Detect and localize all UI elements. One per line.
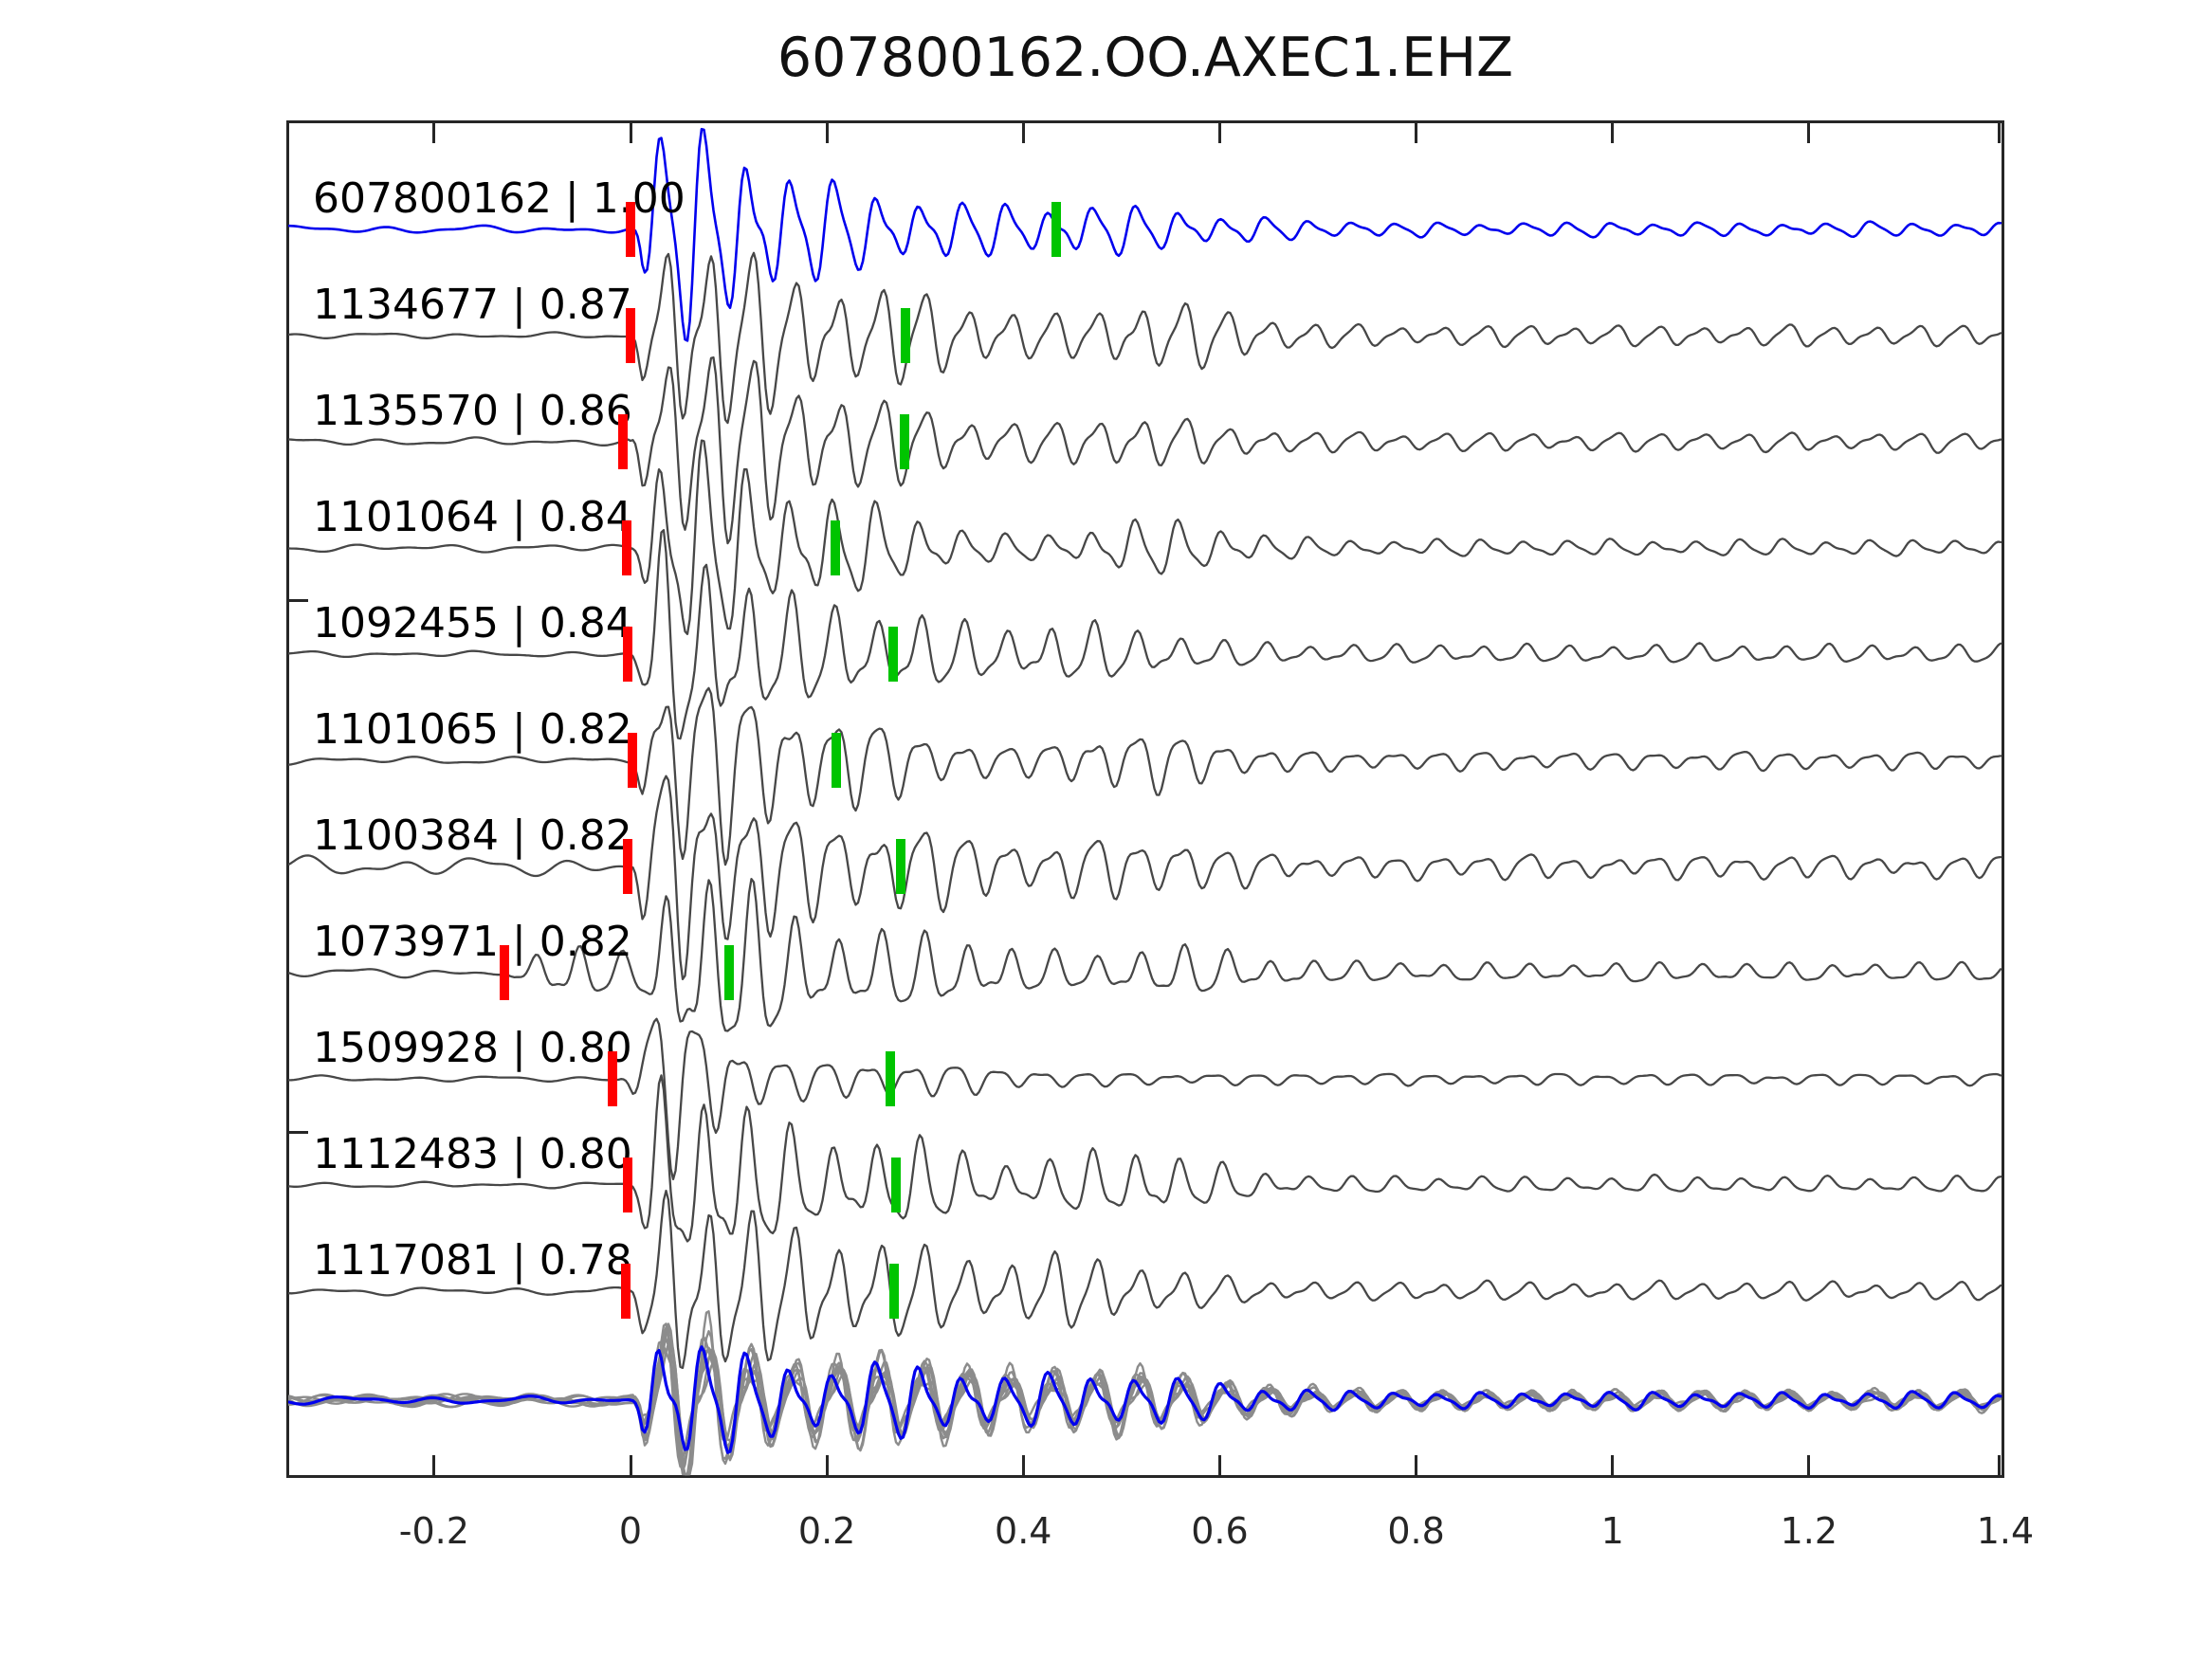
waveform-trace-1073971 — [288, 878, 2002, 1032]
stack-template-trace — [288, 1345, 2002, 1454]
x-tick-bottom — [1217, 1455, 1221, 1476]
stack-gray-trace — [288, 1336, 2002, 1476]
x-tick-top — [825, 122, 829, 143]
green-pick-marker — [900, 308, 910, 363]
green-pick-marker — [886, 1051, 896, 1106]
x-tick-top — [1807, 122, 1811, 143]
x-tick-top — [1997, 122, 2001, 143]
trace-label-1135570: 1135570 | 0.86 — [313, 387, 632, 435]
trace-label-607800162: 607800162 | 1.00 — [313, 174, 686, 223]
green-pick-marker — [899, 414, 909, 469]
waveform-trace-1101064 — [288, 439, 2002, 635]
x-tick-bottom — [1997, 1455, 2001, 1476]
x-tick-label: 0.4 — [995, 1510, 1052, 1552]
x-tick-label: 0.8 — [1387, 1510, 1445, 1552]
red-pick-marker — [608, 1051, 618, 1106]
waveform-trace-1100384 — [288, 775, 2002, 980]
green-pick-marker — [895, 839, 905, 894]
red-pick-marker — [622, 839, 632, 894]
red-pick-marker — [621, 520, 631, 575]
waveform-trace-1112483 — [288, 1074, 2002, 1243]
x-tick-bottom — [1415, 1455, 1418, 1476]
stack-gray-trace — [288, 1310, 2002, 1468]
waveform-trace-1509928 — [288, 1017, 2002, 1181]
green-pick-marker — [887, 627, 898, 682]
y-tick-left — [289, 598, 308, 602]
red-pick-marker — [500, 945, 510, 1000]
trace-label-1112483: 1112483 | 0.80 — [313, 1130, 632, 1178]
waveform-trace-607800162 — [288, 127, 2002, 342]
x-tick-top — [1021, 122, 1025, 143]
plot-title: 607800162.OO.AXEC1.EHZ — [777, 27, 1514, 89]
x-tick-top — [1415, 122, 1418, 143]
x-tick-label: 1 — [1600, 1510, 1624, 1552]
x-tick-top — [1217, 122, 1221, 143]
x-tick-label: -0.2 — [398, 1510, 469, 1552]
x-tick-label: 0.2 — [797, 1510, 856, 1552]
green-pick-marker — [890, 1158, 901, 1212]
waveform-trace-1101065 — [288, 686, 2002, 866]
green-pick-marker — [888, 1264, 899, 1319]
waveform-trace-1092455 — [288, 529, 2002, 740]
trace-label-1117081: 1117081 | 0.78 — [313, 1236, 632, 1285]
trace-label-1073971: 1073971 | 0.82 — [313, 918, 632, 966]
x-tick-top — [1611, 122, 1615, 143]
green-pick-marker — [1051, 202, 1062, 257]
red-pick-marker — [622, 1158, 632, 1212]
x-tick-bottom — [1021, 1455, 1025, 1476]
waveform-trace-1134677 — [288, 251, 2002, 425]
red-pick-marker — [617, 414, 628, 469]
x-tick-top — [432, 122, 436, 143]
y-tick-left — [289, 1130, 308, 1134]
x-tick-label: 0 — [618, 1510, 643, 1552]
x-tick-bottom — [629, 1455, 632, 1476]
x-tick-bottom — [432, 1455, 436, 1476]
red-pick-marker — [626, 308, 635, 363]
waveform-trace-1135570 — [288, 356, 2002, 545]
trace-label-1101065: 1101065 | 0.82 — [313, 705, 632, 754]
trace-label-1134677: 1134677 | 0.87 — [313, 281, 632, 329]
x-tick-bottom — [1611, 1455, 1615, 1476]
green-pick-marker — [832, 733, 842, 788]
x-tick-label: 1.2 — [1780, 1510, 1838, 1552]
x-tick-top — [629, 122, 632, 143]
axes-box — [286, 120, 2004, 1478]
trace-label-1101064: 1101064 | 0.84 — [313, 493, 632, 541]
red-pick-marker — [626, 202, 635, 257]
trace-label-1100384: 1100384 | 0.82 — [313, 811, 632, 860]
trace-label-1509928: 1509928 | 0.80 — [313, 1024, 632, 1072]
stack-gray-trace — [288, 1344, 2002, 1476]
green-pick-marker — [831, 520, 841, 575]
red-pick-marker — [620, 1264, 631, 1319]
x-tick-bottom — [1807, 1455, 1811, 1476]
waveform-trace-1117081 — [288, 1189, 2002, 1370]
red-pick-marker — [622, 627, 632, 682]
trace-label-1092455: 1092455 | 0.84 — [313, 599, 632, 647]
x-tick-label: 0.6 — [1191, 1510, 1249, 1552]
x-tick-bottom — [825, 1455, 829, 1476]
green-pick-marker — [723, 945, 734, 1000]
x-tick-label: 1.4 — [1976, 1510, 2035, 1552]
red-pick-marker — [628, 733, 638, 788]
